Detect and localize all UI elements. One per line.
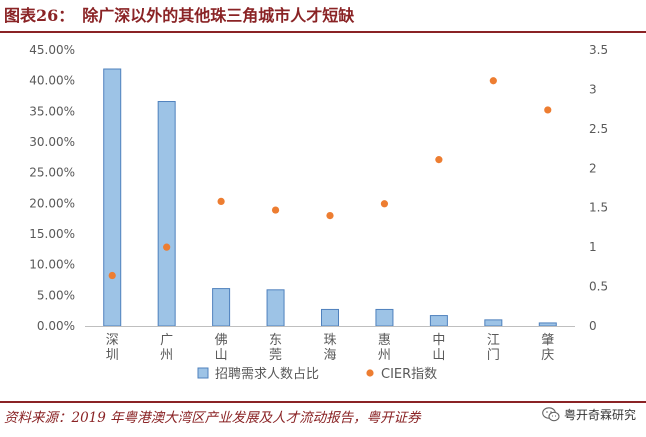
legend-swatch-dot	[366, 369, 374, 377]
y-tick-label-left: 45.00%	[29, 43, 75, 57]
x-tick-label: 中山	[432, 333, 445, 363]
x-tick-label: 广州	[160, 333, 173, 363]
title-divider	[0, 31, 646, 33]
bar	[266, 289, 285, 327]
chart: 0.00% 5.00% 10.00% 15.00% 20.00% 25.00% 30.00%…	[29, 43, 608, 382]
scatter-point	[271, 206, 280, 214]
legend-swatch-bar	[197, 367, 209, 379]
y-axis-left: 0.00% 5.00% 10.00% 15.00% 20.00% 25.00% 30.00%…	[29, 43, 75, 333]
source-note: 资料来源：2019 年粤港澳大湾区产业发展及人才流动报告，粤开证券	[4, 410, 421, 426]
x-axis: 深圳 广州 佛山 东莞 珠海 惠州 中山 江门 肇庆	[106, 333, 555, 363]
x-tick-label: 佛山	[215, 333, 228, 363]
y-tick-label-right: 1	[589, 240, 597, 254]
y-tick-label-left: 5.00%	[37, 288, 75, 302]
scatter-point	[435, 156, 443, 164]
y-tick-label-left: 20.00%	[29, 196, 75, 210]
footer-divider	[0, 401, 646, 403]
y-tick-label-left: 25.00%	[29, 166, 75, 180]
bar-series	[103, 68, 557, 327]
figure-number: 图表26：	[4, 6, 75, 25]
y-tick-label-right: 2.5	[589, 122, 608, 136]
scatter-point	[326, 212, 334, 220]
y-tick-label-right: 0	[589, 319, 597, 333]
scatter-point	[217, 197, 225, 206]
legend: 招聘需求人数占比 CIER指数	[197, 367, 437, 382]
watermark: 粤开奇霖研究	[542, 406, 636, 423]
y-tick-label-right: 2	[589, 161, 597, 175]
figure-title: 图表26： 除广深以外的其他珠三角城市人才短缺	[4, 2, 640, 30]
y-tick-label-left: 10.00%	[29, 258, 75, 272]
x-tick-label: 江门	[487, 333, 500, 363]
y-tick-label-left: 0.00%	[37, 319, 75, 333]
scatter-point	[108, 271, 116, 280]
y-tick-label-left: 40.00%	[29, 74, 75, 88]
watermark-text: 粤开奇霖研究	[563, 408, 636, 422]
bar	[538, 322, 557, 327]
x-tick-label: 肇庆	[541, 333, 554, 363]
wechat-icon	[542, 407, 560, 422]
bar	[375, 308, 394, 327]
legend-label: CIER指数	[381, 367, 437, 382]
y-tick-label-right: 1.5	[589, 201, 608, 215]
scatter-point	[380, 200, 389, 208]
bar	[321, 308, 339, 327]
bar	[212, 288, 231, 327]
bar	[103, 68, 122, 327]
y-tick-label-left: 15.00%	[29, 227, 75, 241]
y-axis-right: 0 0.5 1 1.5 2 2.5 3 3.5	[589, 43, 608, 333]
scatter-point	[544, 106, 552, 114]
scatter-series	[108, 77, 552, 280]
y-tick-label-right: 0.5	[589, 280, 608, 294]
x-tick-label: 珠海	[323, 333, 336, 363]
scatter-point	[163, 243, 171, 251]
bar	[157, 101, 176, 327]
y-tick-label-right: 3.5	[589, 43, 608, 57]
x-tick-label: 惠州	[378, 333, 391, 363]
bar	[484, 319, 503, 327]
x-tick-label: 深圳	[106, 333, 119, 363]
y-tick-label-left: 35.00%	[29, 104, 75, 118]
y-tick-label-left: 30.00%	[29, 135, 75, 149]
y-tick-label-right: 3	[589, 82, 597, 96]
x-tick-label: 东莞	[269, 333, 282, 363]
scatter-point	[489, 77, 497, 85]
figure-title-text: 除广深以外的其他珠三角城市人才短缺	[82, 6, 355, 25]
legend-label: 招聘需求人数占比	[215, 367, 319, 382]
bar	[429, 315, 448, 327]
